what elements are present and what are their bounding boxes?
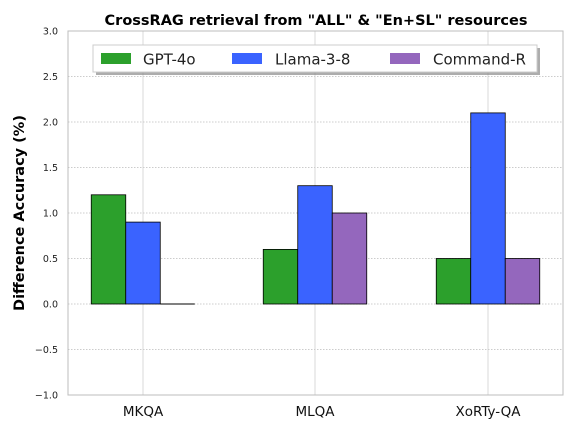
legend-label: Llama-3-8 xyxy=(275,51,350,69)
legend-label: Command-R xyxy=(433,51,526,69)
plot-area-frame xyxy=(67,30,564,396)
y-tick-label: 2.5 xyxy=(43,72,58,83)
y-tick-label: 0.0 xyxy=(43,300,58,311)
x-tick-label: MKQA xyxy=(123,404,164,420)
bar-command-r-2 xyxy=(504,258,541,305)
legend: GPT-4o Llama-3-8 Command-R xyxy=(92,44,540,75)
legend-swatch xyxy=(232,53,262,64)
bar-llama-3-8-0 xyxy=(125,221,161,305)
x-tick-labels: MKQA MLQA XoRTy-QA xyxy=(123,404,521,420)
bar-command-r-1 xyxy=(331,212,368,305)
bar-gpt-4o-0 xyxy=(90,194,127,305)
bar-gpt-4o-1 xyxy=(262,248,299,305)
y-tick-label: 3.0 xyxy=(43,27,58,38)
legend-swatch xyxy=(101,53,131,64)
legend-label: GPT-4o xyxy=(143,51,196,69)
legend-box xyxy=(92,44,538,73)
x-tick-label: MLQA xyxy=(295,404,335,420)
y-tick-labels: −1.0 −0.5 0.0 0.5 1.0 1.5 2.0 2.5 3.0 xyxy=(35,27,58,402)
bar-gpt-4o-2 xyxy=(435,258,472,305)
y-tick-label: 2.0 xyxy=(43,118,58,129)
y-tick-label: 1.5 xyxy=(43,163,58,174)
bar-llama-3-8-2 xyxy=(470,112,506,305)
legend-swatch xyxy=(390,53,420,64)
bars xyxy=(90,112,541,305)
y-axis-label: Difference Accuracy (%) xyxy=(12,115,28,311)
bar-llama-3-8-1 xyxy=(297,185,333,305)
y-tick-label: 0.5 xyxy=(43,254,58,265)
chart-title: CrossRAG retrieval from "ALL" & "En+SL" … xyxy=(105,13,528,29)
y-tick-label: −0.5 xyxy=(35,345,58,356)
y-tick-label: −1.0 xyxy=(35,391,58,402)
y-tick-label: 1.0 xyxy=(43,209,58,220)
x-tick-label: XoRTy-QA xyxy=(455,404,521,420)
